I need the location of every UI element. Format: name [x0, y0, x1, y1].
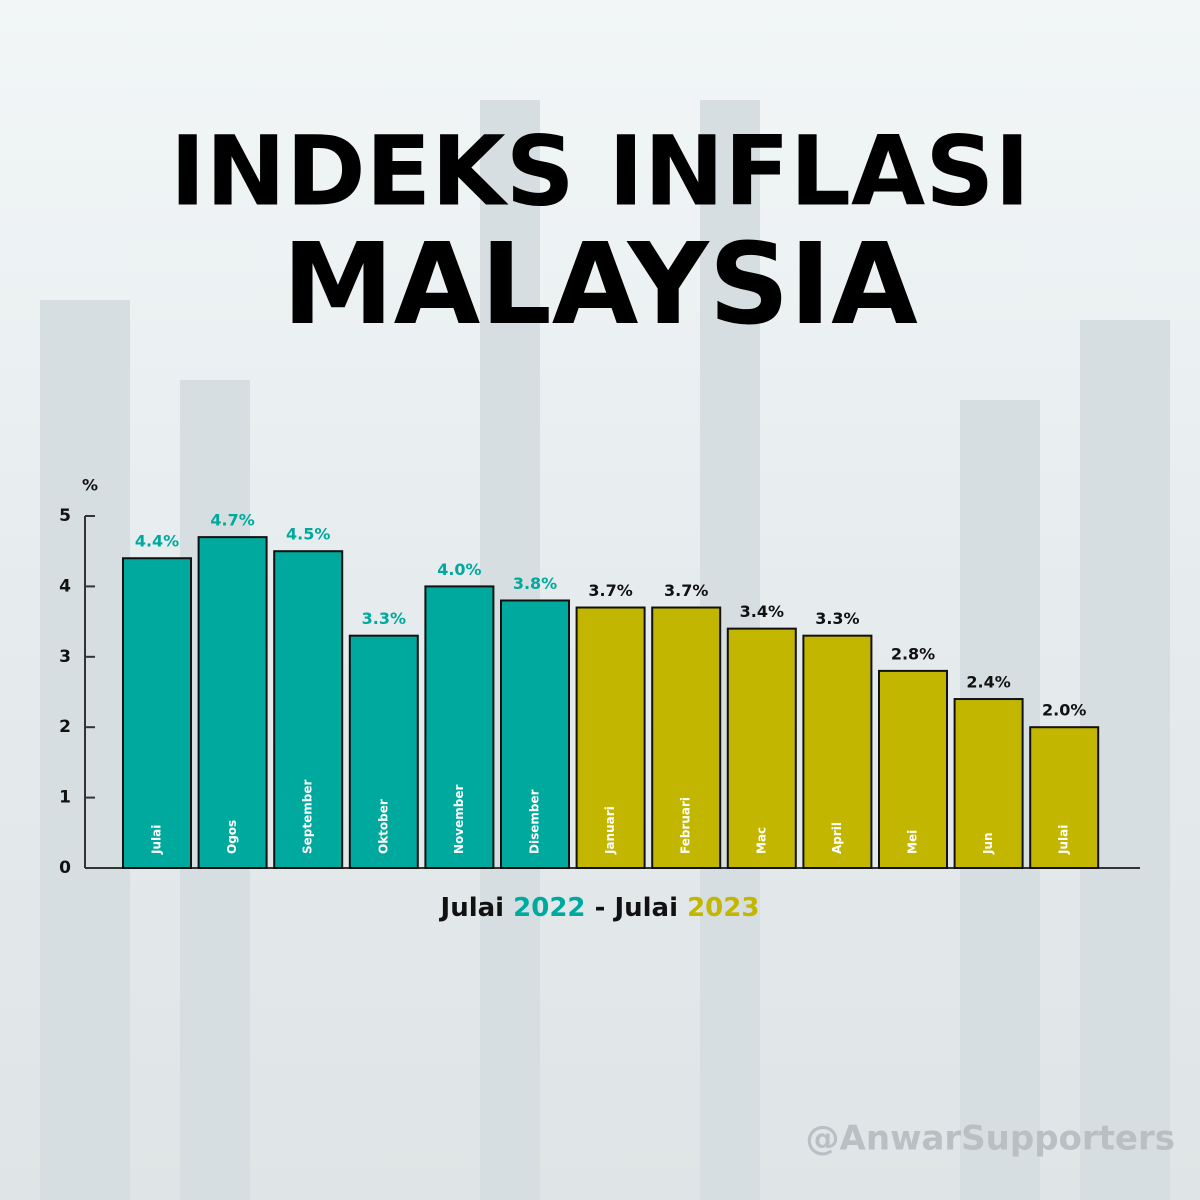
value-label: 3.4%: [740, 602, 784, 621]
category-label: Ogos: [225, 820, 239, 854]
category-label: Julai: [1057, 825, 1071, 855]
category-label: September: [301, 780, 315, 854]
bar: [953, 698, 1024, 869]
value-label: 4.0%: [437, 560, 481, 579]
bar: [878, 669, 948, 869]
category-label: Mei: [906, 830, 920, 854]
caption: Julai 2022 - Julai 2023: [439, 893, 760, 923]
category-label: Oktober: [376, 799, 390, 854]
category-label: April: [830, 822, 844, 854]
value-label: 3.3%: [362, 609, 406, 628]
bar: [1029, 726, 1100, 870]
value-label: 3.3%: [815, 609, 859, 628]
y-tick-label: 1: [59, 788, 71, 808]
bar: [802, 634, 873, 869]
caption-part: 2023: [687, 893, 759, 923]
bar: [273, 550, 344, 869]
value-label: 2.0%: [1042, 701, 1086, 720]
bar: [122, 557, 192, 869]
title-line: INDEKS INFLASI: [170, 115, 1030, 227]
caption-part: Julai: [439, 893, 505, 923]
bar: [424, 585, 495, 870]
y-tick-label: 2: [59, 717, 71, 737]
category-label: Februari: [679, 797, 693, 854]
value-label: 4.5%: [286, 525, 330, 544]
value-label: 2.8%: [891, 644, 935, 663]
category-label: Mac: [754, 827, 768, 854]
y-tick-label: 3: [59, 647, 71, 667]
bar: [500, 599, 570, 869]
value-label: 3.8%: [513, 574, 557, 593]
bar: [651, 606, 722, 870]
value-label: 4.7%: [210, 511, 254, 530]
value-label: 2.4%: [966, 673, 1010, 692]
category-label: Julai: [150, 825, 164, 855]
bar: [348, 634, 419, 869]
value-label: 3.7%: [588, 581, 632, 600]
title-line: MALAYSIA: [282, 220, 918, 350]
caption-part: 2022: [513, 893, 585, 923]
watermark: @AnwarSupporters: [806, 1119, 1175, 1159]
caption-part: Julai: [612, 893, 678, 923]
category-label: Disember: [528, 789, 542, 854]
category-label: Januari: [603, 806, 617, 855]
category-label: November: [452, 785, 466, 854]
y-tick-label: 4: [59, 576, 71, 596]
bar: [197, 536, 268, 869]
value-label: 4.4%: [135, 532, 179, 551]
y-tick-label: 5: [59, 506, 71, 526]
caption-part: -: [595, 893, 606, 923]
bar: [726, 627, 797, 870]
y-axis-label: %: [82, 476, 98, 495]
category-label: Jun: [981, 832, 995, 855]
value-label: 3.7%: [664, 581, 708, 600]
bar: [575, 606, 646, 870]
y-tick-label: 0: [59, 858, 71, 878]
